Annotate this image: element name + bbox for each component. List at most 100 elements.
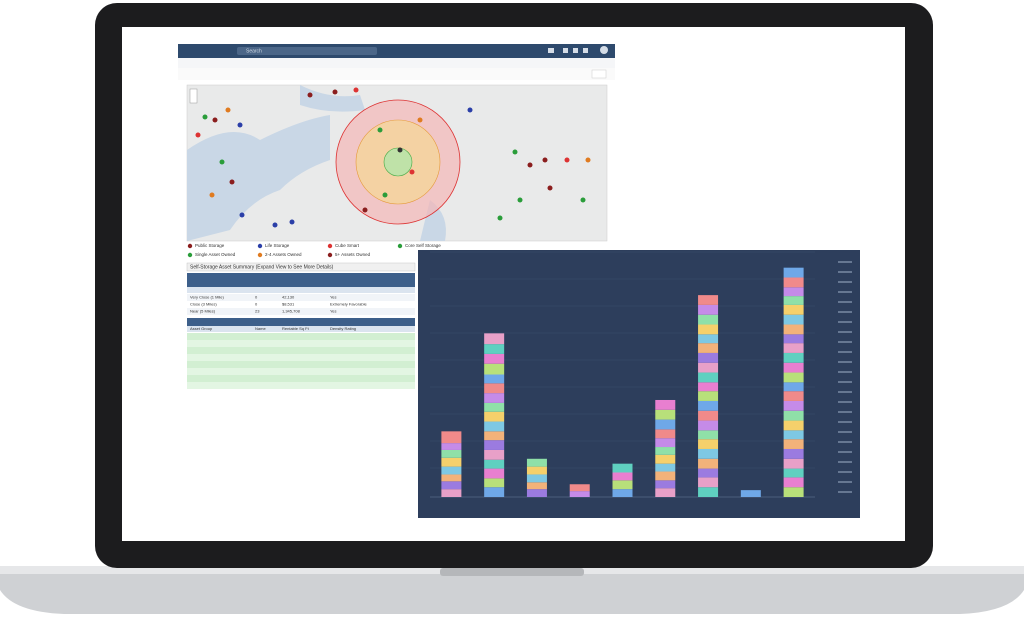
bar-segment xyxy=(698,468,719,478)
bar-segment xyxy=(783,304,804,315)
table-row xyxy=(187,301,415,308)
bar-segment xyxy=(698,372,719,383)
bar-segment xyxy=(783,477,804,488)
radius-1-mile xyxy=(383,147,413,177)
bar-segment xyxy=(655,399,676,410)
bar-segment xyxy=(655,438,676,448)
bar-segment xyxy=(698,362,719,373)
bar-segment xyxy=(783,362,804,373)
bar-segment xyxy=(441,474,462,482)
table-row xyxy=(187,340,415,347)
toolbar xyxy=(178,58,615,68)
bar-segment xyxy=(698,304,719,315)
bar-segment xyxy=(783,468,804,478)
bar-segment xyxy=(569,491,590,497)
summary-title: Self-Storage Asset Summary (Expand View … xyxy=(190,264,334,270)
bar-segment xyxy=(484,363,505,375)
bar-segment xyxy=(441,431,462,444)
bar-segment xyxy=(441,489,462,497)
bar-segment xyxy=(783,287,804,297)
bar-segment xyxy=(484,440,505,450)
search-box[interactable] xyxy=(237,47,377,55)
table-header-cell: Asset Group xyxy=(190,326,213,331)
laptop-base xyxy=(0,568,1024,614)
legend-pin xyxy=(327,243,333,249)
bar-segment xyxy=(612,489,633,497)
bar-segment xyxy=(783,334,804,344)
bar-segment xyxy=(484,431,505,441)
header-band xyxy=(187,287,415,293)
bar-segment xyxy=(655,447,676,455)
bar-segment xyxy=(783,430,804,440)
summary-bar[interactable] xyxy=(186,262,416,272)
table-cell: 23 xyxy=(255,309,260,314)
table-cell: $8,531 xyxy=(282,302,295,307)
bar-segment xyxy=(698,382,719,392)
legend-label: Public Storage xyxy=(195,243,225,248)
table-row xyxy=(187,382,415,389)
zoom-control[interactable] xyxy=(189,88,198,104)
bar-segment xyxy=(698,400,719,411)
legend-pin xyxy=(397,243,403,249)
bar-segment xyxy=(698,334,719,344)
bar-segment xyxy=(484,459,505,469)
bar-segment xyxy=(783,420,804,431)
table-row xyxy=(187,368,415,375)
bar-segment xyxy=(698,343,719,353)
legend-pin xyxy=(257,243,263,249)
table-cell: Yes xyxy=(330,295,337,300)
bar-segment xyxy=(441,457,462,467)
bar-segment xyxy=(783,487,804,497)
bar-segment xyxy=(698,477,719,488)
legend-label: Cube Smart xyxy=(335,243,360,248)
bar-segment xyxy=(484,468,505,479)
legend-label: 2-4 Assets Owned xyxy=(265,252,302,257)
bar-segment xyxy=(698,458,719,469)
bar-segment xyxy=(783,277,804,288)
bar-segment xyxy=(783,382,804,392)
table-cell: 1,345,708 xyxy=(282,309,301,314)
bar-segment xyxy=(441,481,462,490)
table-cell: 0 xyxy=(255,295,258,300)
bar-segment xyxy=(783,267,804,278)
bar-segment xyxy=(783,448,804,459)
table-header-cell: Density Rating xyxy=(330,326,356,331)
subtoolbar xyxy=(178,68,615,80)
bar-segment xyxy=(484,353,505,364)
bar-segment xyxy=(441,443,462,450)
table-row xyxy=(187,294,415,301)
chart xyxy=(430,251,815,498)
bar-segment xyxy=(655,409,676,420)
bar-segment xyxy=(655,471,676,481)
bar-segment xyxy=(484,402,505,412)
bar-segment xyxy=(612,480,633,490)
table-row xyxy=(187,354,415,361)
bar-segment xyxy=(698,410,719,421)
bar-segment xyxy=(783,343,804,353)
bar-segment xyxy=(783,372,804,383)
water xyxy=(187,115,330,241)
table-cell: 42,130 xyxy=(282,295,295,300)
bar-segment xyxy=(484,344,505,354)
bar-segment xyxy=(655,463,676,472)
button[interactable] xyxy=(591,69,607,79)
water xyxy=(300,85,365,112)
table-header-cell: Name xyxy=(255,326,266,331)
bar-segment xyxy=(740,490,761,497)
bar-segment xyxy=(484,421,505,432)
bar-segment xyxy=(484,411,505,422)
legend-label: 5+ Assets Owned xyxy=(335,252,371,257)
bar-segment xyxy=(655,480,676,489)
bar-segment xyxy=(698,314,719,325)
table-row xyxy=(187,361,415,368)
laptop-notch xyxy=(440,568,584,576)
bar-segment xyxy=(441,466,462,475)
bar-segment xyxy=(484,449,505,460)
bar-segment xyxy=(441,449,462,458)
bar-segment xyxy=(698,448,719,459)
bar-segment xyxy=(783,410,804,421)
table-cell: Close (3 Miles) xyxy=(190,302,217,307)
bar-segment xyxy=(783,458,804,469)
